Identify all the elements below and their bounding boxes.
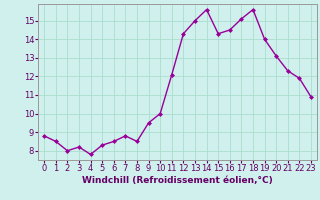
X-axis label: Windchill (Refroidissement éolien,°C): Windchill (Refroidissement éolien,°C) xyxy=(82,176,273,185)
